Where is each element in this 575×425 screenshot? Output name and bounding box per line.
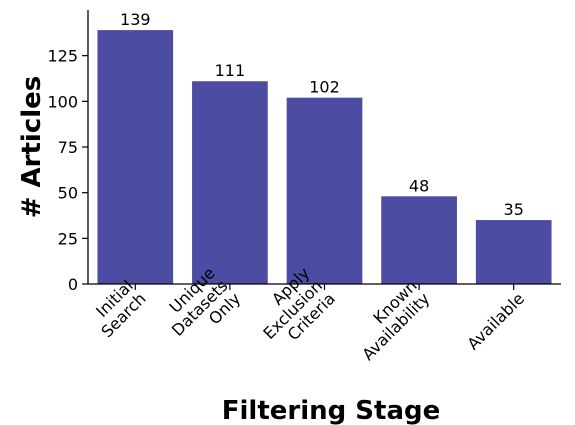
- y-tick-label: 125: [47, 47, 78, 66]
- y-axis: 0 25 50 75 100 125: [47, 10, 89, 294]
- bar-value-label: 102: [309, 78, 340, 97]
- bars-group: [97, 30, 552, 285]
- x-axis-title: Filtering Stage: [222, 396, 441, 425]
- y-tick-label: 100: [47, 92, 78, 111]
- bar-value-label: 35: [504, 200, 524, 219]
- x-tick-label: Available: [463, 289, 528, 354]
- bar-value-label: 48: [409, 176, 429, 195]
- x-tick-label-line: Available: [463, 289, 528, 354]
- x-tick-label: KnownAvailability: [346, 276, 434, 364]
- data-labels-group: 139 111 102 48 35: [120, 10, 524, 219]
- bar: [192, 81, 268, 285]
- bar-value-label: 139: [120, 10, 151, 29]
- y-tick-label: 25: [58, 229, 78, 248]
- bar: [475, 220, 552, 284]
- y-tick-label: 50: [58, 184, 78, 203]
- bar: [97, 30, 174, 284]
- bar: [381, 196, 457, 284]
- y-tick-label: 0: [68, 275, 78, 294]
- bar-value-label: 111: [215, 61, 246, 80]
- x-tick-label: InitialSearch: [85, 276, 150, 341]
- bar: [286, 97, 363, 285]
- y-tick-label: 75: [58, 138, 78, 157]
- y-axis-title: # Articles: [17, 76, 47, 219]
